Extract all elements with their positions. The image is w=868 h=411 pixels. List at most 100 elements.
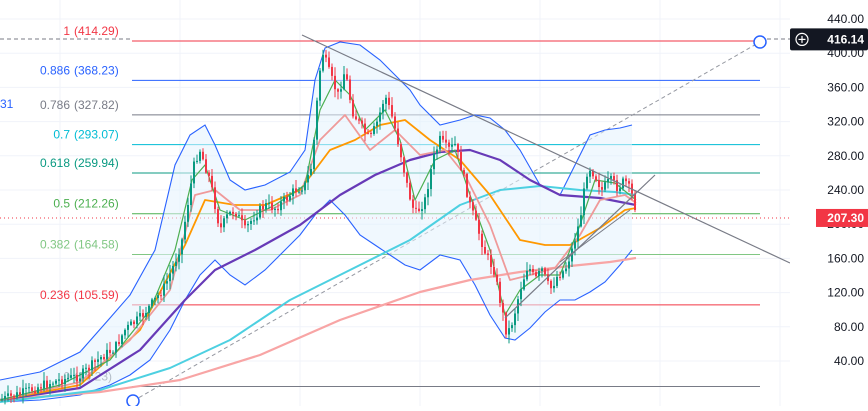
candle-body — [418, 208, 420, 212]
fib-anchor-handle — [753, 35, 767, 49]
candle-body — [586, 176, 588, 189]
candle-body — [58, 379, 60, 381]
candle-body — [31, 387, 33, 391]
candle-body — [283, 197, 285, 202]
candle-body — [4, 395, 6, 400]
fib-price-label: (105.59) — [74, 288, 119, 302]
fib-anchor-line — [132, 41, 761, 402]
candle-body — [190, 183, 192, 206]
candle-body — [154, 298, 156, 300]
candle-body — [118, 342, 120, 345]
ema-longest — [0, 256, 637, 402]
crosshair-price-tag — [790, 28, 868, 51]
candle-body — [148, 305, 150, 313]
fibonacci-retracement[interactable]: 1 (414.29) 0.886 (368.23) 0.786 (327.82) 0.7 (2… — [0, 24, 790, 408]
candle-body — [478, 219, 480, 234]
candle-body — [487, 253, 489, 256]
candle-body — [565, 268, 567, 272]
candle-body — [97, 359, 99, 362]
candle-body — [268, 202, 270, 204]
candle-body — [529, 268, 531, 271]
candle-body — [406, 172, 408, 183]
candle-body — [607, 178, 609, 183]
candle-body — [520, 289, 522, 300]
candle-body — [475, 210, 477, 220]
candle-body — [127, 324, 129, 330]
candle-body — [64, 378, 66, 385]
candle-body — [568, 261, 570, 269]
candle-body — [589, 170, 591, 177]
candle-body — [394, 116, 396, 129]
bollinger-fill — [0, 42, 632, 402]
candle-body — [208, 172, 210, 176]
candle-body — [193, 161, 195, 184]
candle-body — [559, 276, 561, 278]
candle-body — [469, 196, 471, 203]
candle-body — [220, 223, 222, 228]
fib-ratio-label: 0.236 — [40, 288, 70, 302]
candle-body — [391, 105, 393, 117]
candle-body — [199, 151, 201, 161]
candle-body — [361, 120, 363, 124]
fib-ratio-label: 0.5 — [53, 197, 70, 211]
candle-body — [538, 270, 540, 276]
candle-body — [601, 187, 603, 190]
candle-body — [25, 387, 27, 389]
candle-body — [94, 360, 96, 362]
candle-body — [40, 387, 42, 389]
price-tick-label: 360.00 — [827, 80, 864, 94]
candle-body — [358, 119, 360, 121]
candle-body — [334, 75, 336, 90]
fib-price-label: (259.94) — [74, 156, 119, 170]
ema-long — [0, 148, 637, 402]
candle-body — [82, 368, 84, 379]
candle-body — [571, 248, 573, 262]
candle-body — [493, 266, 495, 275]
candle-body — [427, 189, 429, 198]
candle-body — [616, 180, 618, 192]
candle-body — [226, 214, 228, 219]
candle-body — [253, 220, 255, 222]
trendlines[interactable] — [301, 34, 791, 319]
candle-body — [241, 215, 243, 221]
candle-body — [13, 395, 15, 398]
candle-body — [16, 392, 18, 398]
candle-body — [52, 383, 54, 385]
candle-body — [577, 226, 579, 242]
candle-body — [451, 144, 453, 147]
price-tick-label: 40.00 — [834, 354, 864, 368]
candle-body — [595, 176, 597, 181]
candle-body — [436, 149, 438, 154]
add-alert-icon — [795, 32, 809, 47]
candle-body — [37, 387, 39, 393]
candle-body — [544, 268, 546, 275]
candle-body — [289, 196, 291, 201]
fib-price-label: (293.07) — [74, 128, 119, 142]
candle-body — [232, 211, 234, 214]
price-axis[interactable]: 440.00400.00360.00320.00280.00240.00200.… — [790, 0, 868, 406]
price-tick-label: 440.00 — [827, 12, 864, 26]
candle-body — [325, 54, 327, 58]
ema-longer — [0, 185, 637, 403]
fib-ratio-label: 0.886 — [40, 63, 70, 77]
candle-body — [370, 132, 372, 134]
candle-body — [223, 218, 225, 228]
candle-body — [217, 209, 219, 224]
candle-body — [259, 205, 261, 218]
candle-body — [85, 367, 87, 369]
candle-body — [343, 74, 345, 90]
candle-body — [466, 173, 468, 197]
candle-body — [19, 392, 21, 395]
candle-body — [541, 268, 543, 271]
candle-body — [136, 316, 138, 325]
crosshair-price-text: 416.14 — [827, 32, 864, 46]
descending-trendline — [301, 34, 791, 264]
candle-body — [499, 281, 501, 303]
candle-body — [382, 103, 384, 113]
candle-body — [229, 211, 231, 215]
candle-body — [103, 357, 105, 360]
fib-ratio-label: 0.382 — [40, 237, 70, 251]
candle-body — [502, 302, 504, 313]
